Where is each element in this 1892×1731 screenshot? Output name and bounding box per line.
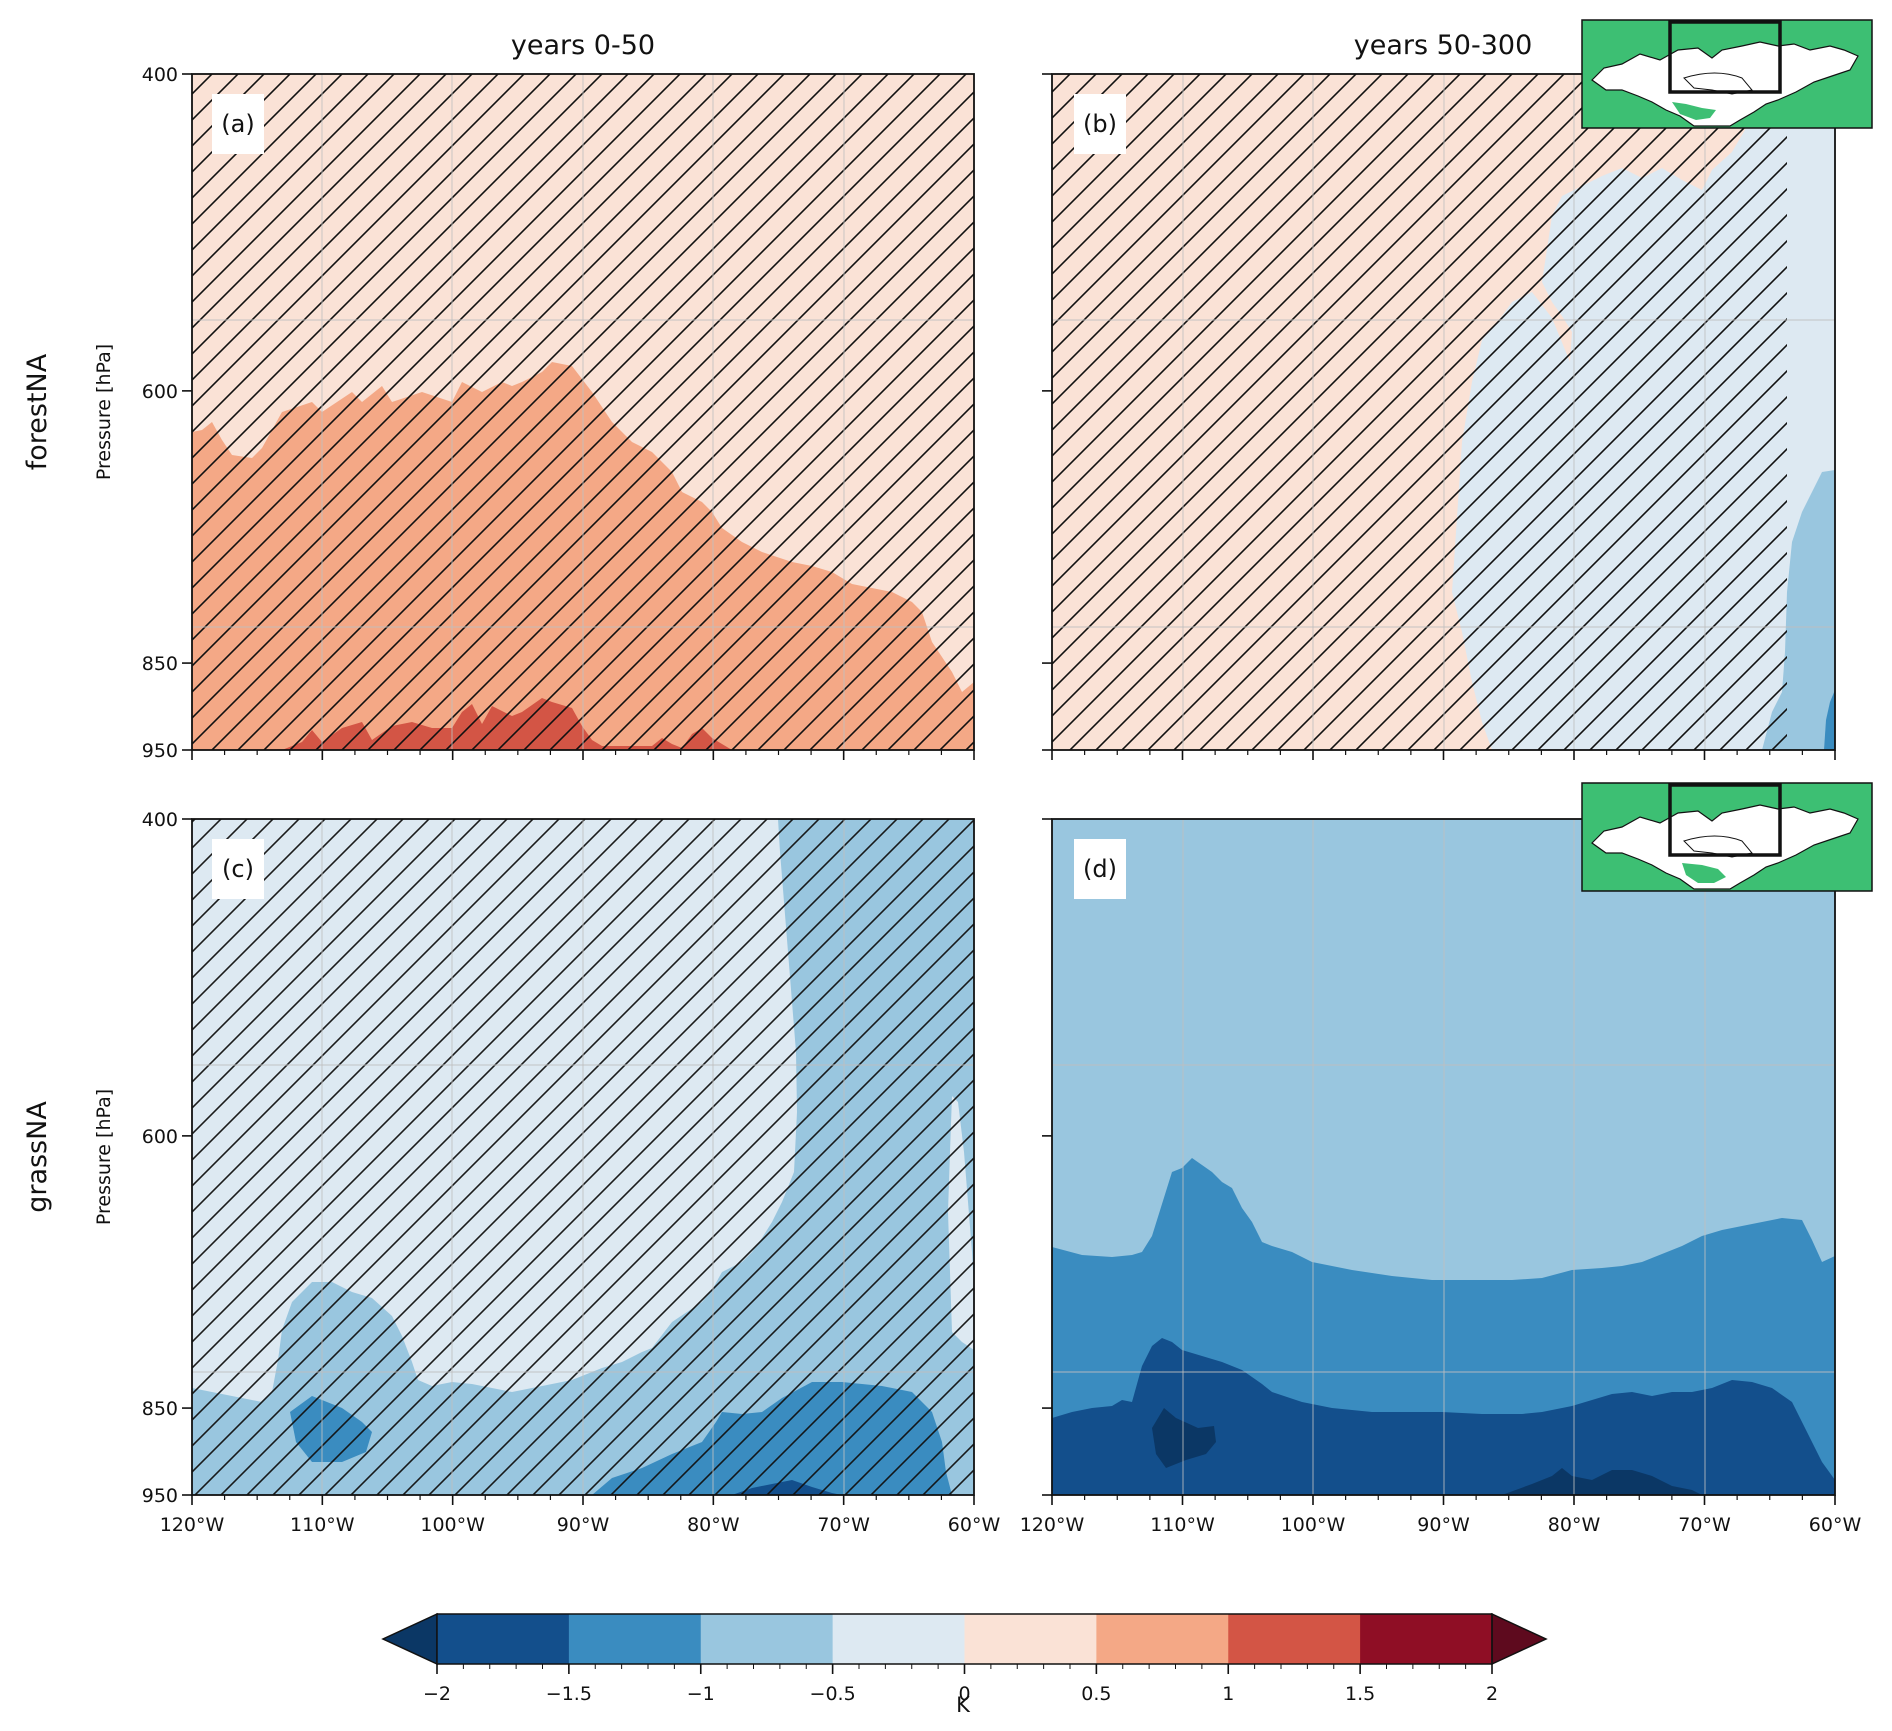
colorbar-tick-label: −2: [423, 1683, 451, 1705]
y-tick-label: 950: [142, 740, 178, 762]
panel-d-grid: [1052, 819, 1835, 1495]
panel-c-grid: [192, 819, 974, 1495]
inset-map-d: [1581, 782, 1873, 892]
colorbar-segment: [568, 1614, 702, 1664]
panel-d-contour-below-neg2-lower: [1502, 1468, 1702, 1495]
y-axis-label-bottom: Pressure [hPa]: [93, 1089, 115, 1225]
inset-map-b: [1581, 19, 1873, 129]
panel-b-hatch-region: [1052, 74, 1787, 750]
colorbar-tick-label: 0.5: [1081, 1683, 1111, 1705]
panel-b-contour-neg1-neg0.5: [1762, 470, 1835, 750]
panel-d: (d): [1051, 818, 1836, 1496]
panel-c: (c): [191, 818, 975, 1496]
colorbar-segment: [1096, 1614, 1229, 1664]
panel-b-contour-neg1.5-neg1: [1824, 690, 1835, 750]
row-label-grass: grassNA: [22, 1101, 53, 1213]
x-tick-label: 110°W: [1150, 1514, 1215, 1536]
panel-d-label-box: [1074, 839, 1126, 899]
panel-b: (b): [1051, 73, 1836, 751]
colorbar-tick-label: −1: [687, 1683, 715, 1705]
x-tick-label: 120°W: [160, 1514, 225, 1536]
y-axis-label-top: Pressure [hPa]: [93, 344, 115, 480]
panel-d-contour-below-neg2: [1152, 1408, 1216, 1468]
x-tick-label: 80°W: [1548, 1514, 1601, 1536]
panel-b-label: (b): [1083, 110, 1117, 138]
colorbar-tick-label: 1: [1222, 1683, 1234, 1705]
x-tick-label: 110°W: [290, 1514, 355, 1536]
axes-ticks: 400 600 850 950 120°W 110°W 100°W 90°W 80°W 70°W 6…: [142, 64, 1862, 1536]
colorbar-segment: [1228, 1614, 1361, 1664]
x-tick-label: 100°W: [420, 1514, 485, 1536]
x-tick-label: 60°W: [1809, 1514, 1862, 1536]
y-tick-label: 850: [142, 653, 178, 675]
panel-b-label-box: [1074, 94, 1126, 154]
colorbar-extend-high: [1491, 1612, 1548, 1666]
x-tick-label: 70°W: [817, 1514, 870, 1536]
colorbar-segment: [700, 1614, 834, 1664]
panel-a-grid: [192, 74, 974, 750]
panel-a-label-box: [212, 94, 264, 154]
panel-a-label: (a): [221, 110, 254, 138]
colorbar-segment: [1360, 1614, 1493, 1664]
colorbar-tick-label: 0: [958, 1683, 970, 1705]
colorbar-segment: [437, 1614, 570, 1664]
y-tick-label: 600: [142, 1126, 178, 1148]
x-tick-label: 90°W: [1417, 1514, 1470, 1536]
x-tick-label: 100°W: [1281, 1514, 1346, 1536]
panel-a: (a): [191, 73, 975, 751]
colorbar-label: K: [956, 1693, 971, 1717]
colorbar-tick-label: 1.5: [1345, 1683, 1375, 1705]
colorbar-tick-label: −1.5: [546, 1683, 592, 1705]
colorbar-extend-low: [381, 1612, 438, 1666]
x-tick-label: 60°W: [948, 1514, 1001, 1536]
col-title-left: years 0-50: [511, 30, 655, 61]
row-label-forest: forestNA: [22, 353, 53, 470]
y-tick-label: 950: [142, 1485, 178, 1507]
colorbar-tick-label: −0.5: [810, 1683, 856, 1705]
colorbar-tick-label: 2: [1486, 1683, 1498, 1705]
x-tick-label: 90°W: [557, 1514, 610, 1536]
panel-d-label: (d): [1083, 855, 1117, 883]
x-tick-label: 80°W: [687, 1514, 740, 1536]
x-tick-label: 120°W: [1020, 1514, 1085, 1536]
colorbar-segment: [964, 1614, 1097, 1664]
y-tick-label: 850: [142, 1398, 178, 1420]
y-tick-label: 600: [142, 381, 178, 403]
panel-b-grid: [1052, 74, 1835, 750]
colorbar: −2 −1.5 −1 −0.5 0 0.5 1 1.5 2: [381, 1612, 1548, 1705]
panel-c-label: (c): [222, 855, 254, 883]
y-tick-label: 400: [142, 64, 178, 86]
y-tick-label: 400: [142, 809, 178, 831]
panel-c-label-box: [212, 839, 264, 899]
x-tick-label: 70°W: [1678, 1514, 1731, 1536]
col-title-right: years 50-300: [1354, 30, 1533, 61]
colorbar-segment: [832, 1614, 965, 1664]
